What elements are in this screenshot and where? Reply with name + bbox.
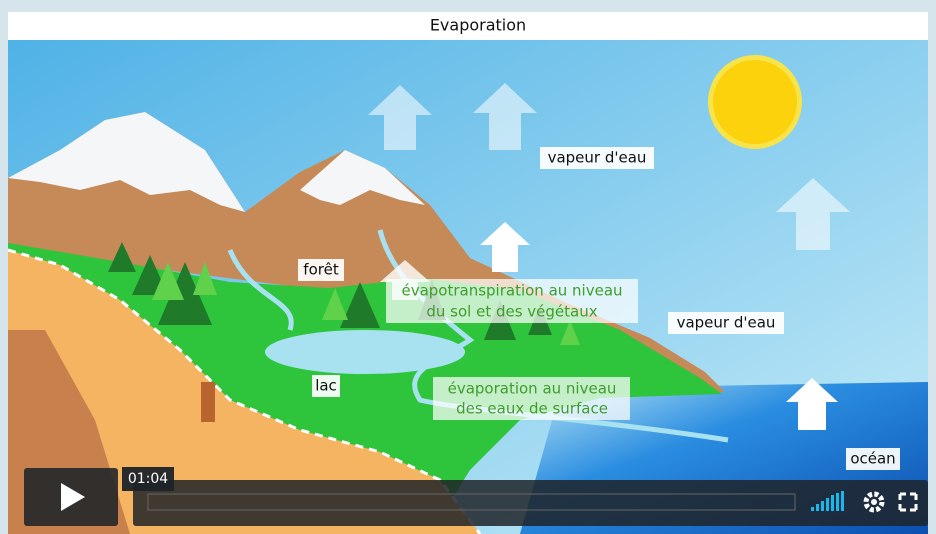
settings-hub [871,499,877,505]
evaporation-label: évaporation au niveau [448,380,617,398]
page: Evaporation vapeu [0,0,936,534]
well [201,382,215,422]
time: 01:04 [128,471,168,487]
lake-water [265,330,465,374]
sun [713,60,797,144]
forest-label: forêt [303,261,339,279]
evapotranspiration-label: du sol et des végétaux [426,303,597,321]
vapour-label: vapeur d'eau [677,314,776,332]
lake-label: lac [315,377,337,395]
control-bar [133,480,928,526]
vapour-label: vapeur d'eau [548,149,647,167]
video-player: Evaporation vapeu [0,0,936,534]
evaporation-label: des eaux de surface [456,400,608,418]
title: Evaporation [430,16,526,35]
ocean-label: océan [850,450,895,468]
evapotranspiration-label: évapotranspiration au niveau [401,282,622,300]
